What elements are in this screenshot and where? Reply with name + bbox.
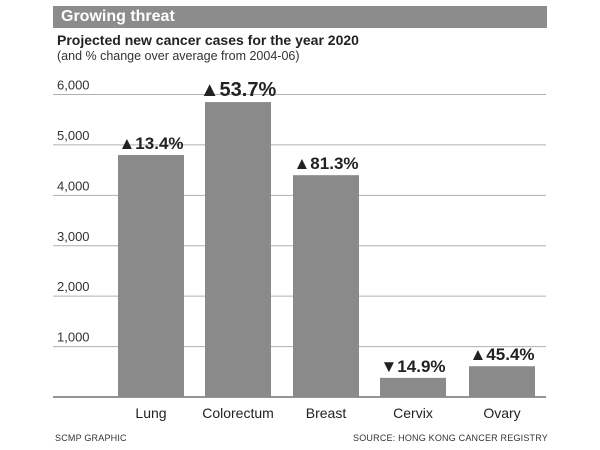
x-tick-label: Lung [135,405,166,421]
x-tick-label: Ovary [483,405,520,421]
bar-layer [118,102,535,397]
x-tick-label: Colorectum [202,405,274,421]
bar-lung [118,155,184,397]
y-tick-label: 4,000 [57,178,90,193]
y-tick-label: 5,000 [57,128,90,143]
x-tick-label: Cervix [393,405,433,421]
y-tick-label: 6,000 [57,78,90,93]
chart-subtitle: (and % change over average from 2004-06) [57,49,300,63]
bar-annotation: ▼14.9% [380,357,445,376]
bar-annotation: ▲13.4% [118,134,183,153]
bar-colorectum [205,102,271,397]
footer-source: SOURCE: HONG KONG CANCER REGISTRY [353,433,548,443]
chart-title: Projected new cancer cases for the year … [57,32,359,48]
footer-credit: SCMP GRAPHIC [55,433,127,443]
x-tick-label: Breast [306,405,347,421]
y-tick-label: 1,000 [57,330,90,345]
y-tick-label: 2,000 [57,279,90,294]
bar-annotation: ▲53.7% [200,79,277,101]
label-layer: Lung ▲13.4% Colorectum ▲53.7% Breast ▲81.3% Ce… [118,79,534,421]
bar-breast [293,175,359,397]
bar-ovary [469,366,535,397]
bar-cervix [380,377,446,397]
bar-annotation: ▲45.4% [469,345,534,364]
y-tick-label: 3,000 [57,229,90,244]
bar-annotation: ▲81.3% [293,154,358,173]
chart-banner: Growing threat [53,6,547,28]
